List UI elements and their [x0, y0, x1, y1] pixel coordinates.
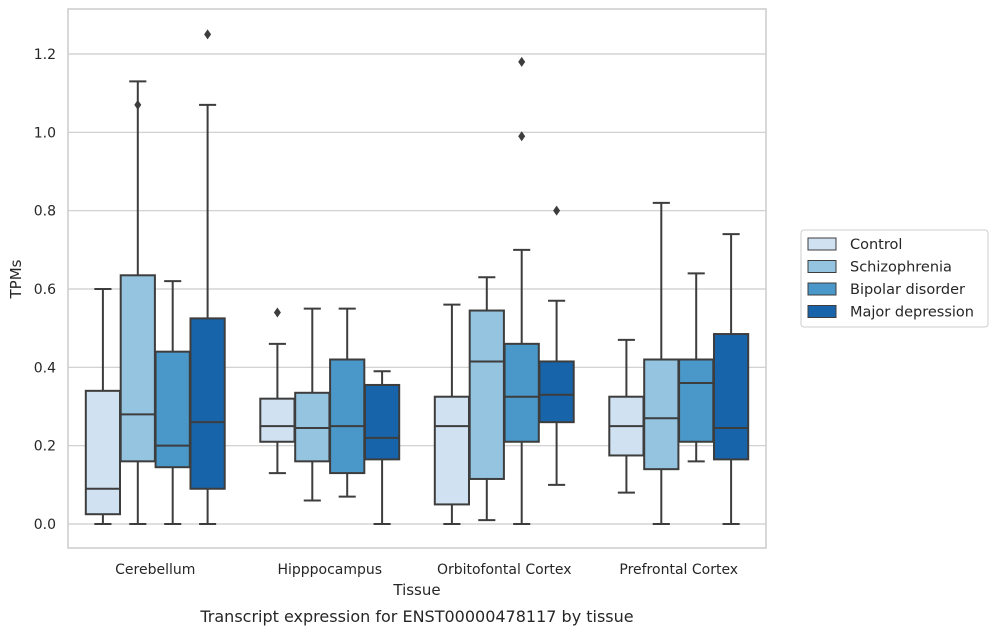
box-3-0 — [608, 338, 645, 494]
box-body — [538, 360, 575, 424]
legend-label: Major depression — [850, 305, 974, 321]
box-1-3 — [363, 370, 401, 525]
y-tick-label: 1.0 — [34, 125, 56, 141]
legend-swatch — [807, 282, 837, 296]
outlier-point — [553, 205, 561, 216]
legend-swatch — [807, 260, 837, 273]
box-body — [643, 358, 680, 471]
x-axis-title: Tissue — [392, 581, 440, 599]
box-body — [468, 309, 505, 480]
box-body — [259, 397, 296, 443]
outlier-point — [273, 307, 281, 318]
outlier-point — [204, 29, 212, 40]
x-tick-label: Hipppocampus — [277, 562, 382, 578]
box-body — [84, 389, 122, 516]
box-body — [712, 333, 750, 461]
box-3-3 — [712, 233, 750, 525]
box-1-0 — [259, 307, 296, 475]
box-body — [678, 358, 715, 443]
x-tick-label: Cerebellum — [115, 562, 195, 578]
box-body — [329, 358, 366, 475]
legend: Control Schizophrenia Bipolar disorder Majo… — [800, 229, 989, 328]
box-body — [433, 395, 471, 506]
y-tick-label: 0.0 — [34, 517, 56, 533]
box-1-1 — [294, 307, 331, 502]
box-0-1 — [119, 80, 156, 525]
box-body — [363, 383, 401, 461]
y-tick-label: 1.2 — [34, 47, 56, 63]
y-axis-title: TPMs — [7, 259, 25, 299]
box-body — [119, 274, 156, 463]
legend-label: Schizophrenia — [850, 260, 952, 276]
box-2-2 — [503, 56, 540, 525]
outlier-point — [518, 131, 526, 142]
boxes — [84, 29, 750, 525]
legend-frame — [800, 229, 989, 328]
y-tick-label: 0.6 — [34, 282, 56, 298]
box-body — [189, 317, 226, 490]
outlier-point — [134, 99, 142, 110]
legend-swatch — [807, 237, 837, 251]
box-body — [154, 350, 191, 469]
y-tick-label: 0.4 — [34, 360, 56, 376]
y-tick-labels: 0.0 0.2 0.4 0.6 0.8 1.0 1.2 — [34, 47, 56, 533]
box-3-2 — [678, 272, 715, 463]
x-tick-label: Prefrontal Cortex — [619, 562, 738, 578]
chart-caption: Transcript expression for ENST0000047811… — [199, 607, 633, 626]
box-3-1 — [643, 201, 680, 525]
box-0-3 — [189, 29, 226, 525]
box-1-2 — [329, 307, 366, 498]
y-tick-label: 0.8 — [34, 204, 56, 220]
plot-frame — [67, 8, 767, 549]
legend-label: Control — [850, 237, 902, 253]
outlier-point — [518, 56, 526, 67]
box-2-3 — [538, 205, 575, 486]
legend-swatch — [807, 305, 837, 318]
legend-label: Bipolar disorder — [850, 282, 965, 298]
y-tick-label: 0.2 — [34, 439, 56, 455]
x-tick-labels: Cerebellum Hipppocampus Orbitofontal Corte… — [115, 562, 738, 578]
x-tick-label: Orbitofontal Cortex — [437, 562, 572, 578]
box-body — [503, 342, 540, 443]
